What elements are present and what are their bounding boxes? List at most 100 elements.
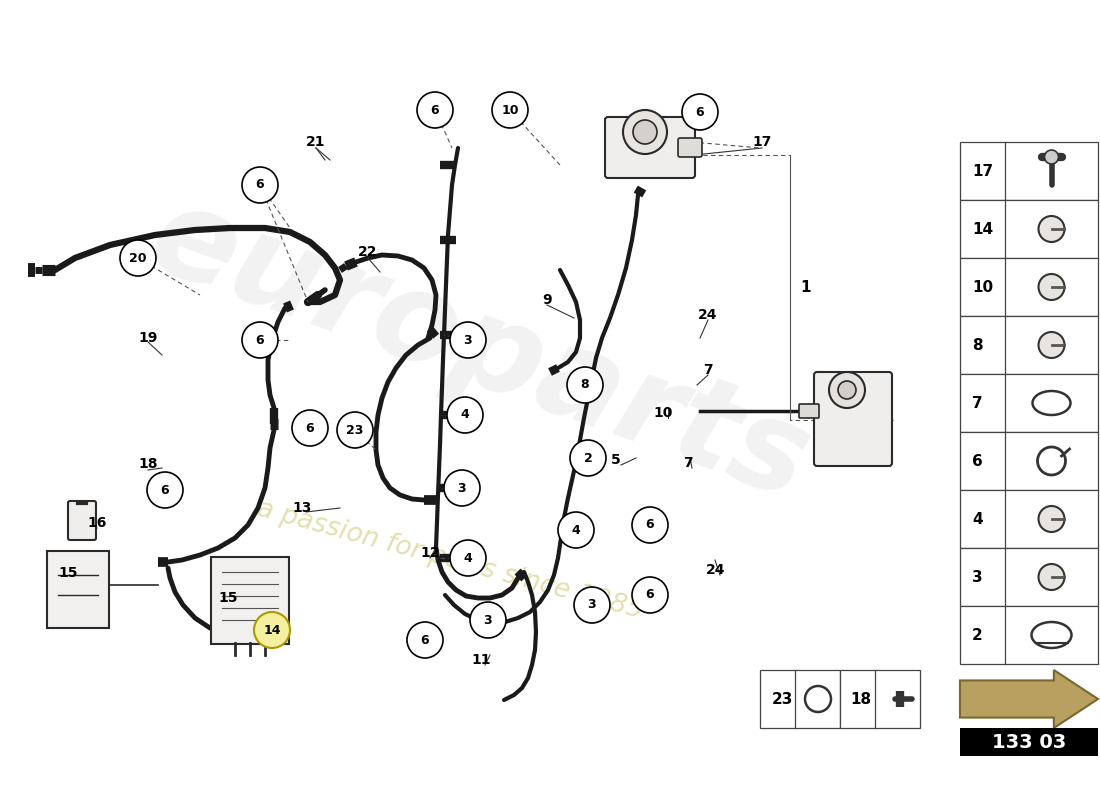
Text: 17: 17 [752, 135, 772, 149]
Text: 9: 9 [542, 293, 552, 307]
Text: 24: 24 [706, 563, 726, 577]
Text: 20: 20 [130, 251, 146, 265]
Text: 6: 6 [695, 106, 704, 118]
Circle shape [838, 381, 856, 399]
Text: 15: 15 [58, 566, 78, 580]
Text: 23: 23 [346, 423, 364, 437]
Circle shape [1038, 332, 1065, 358]
FancyBboxPatch shape [960, 142, 1098, 200]
Text: 4: 4 [463, 551, 472, 565]
Circle shape [623, 110, 667, 154]
Text: 6: 6 [161, 483, 169, 497]
Text: 3: 3 [972, 570, 982, 585]
Text: 10: 10 [972, 279, 993, 294]
Text: 18: 18 [139, 457, 157, 471]
Text: 3: 3 [484, 614, 493, 626]
Circle shape [254, 612, 290, 648]
Text: 22: 22 [359, 245, 377, 259]
Text: 23: 23 [772, 691, 793, 706]
Text: 19: 19 [139, 331, 157, 345]
Text: 3: 3 [587, 598, 596, 611]
FancyBboxPatch shape [960, 606, 1098, 664]
Text: 2: 2 [972, 627, 982, 642]
Circle shape [147, 472, 183, 508]
Circle shape [242, 322, 278, 358]
Circle shape [407, 622, 443, 658]
Circle shape [292, 410, 328, 446]
Circle shape [450, 540, 486, 576]
Text: 5: 5 [612, 453, 620, 467]
FancyBboxPatch shape [960, 200, 1098, 258]
FancyBboxPatch shape [960, 374, 1098, 432]
Circle shape [1038, 564, 1065, 590]
FancyBboxPatch shape [211, 557, 289, 644]
Circle shape [632, 120, 657, 144]
Circle shape [1045, 150, 1058, 164]
Circle shape [470, 602, 506, 638]
Circle shape [444, 470, 480, 506]
FancyBboxPatch shape [605, 117, 695, 178]
Circle shape [558, 512, 594, 548]
Text: a passion for parts since 1985: a passion for parts since 1985 [254, 496, 646, 624]
Text: europarts: europarts [134, 175, 825, 525]
Circle shape [417, 92, 453, 128]
FancyBboxPatch shape [960, 258, 1098, 316]
Text: 6: 6 [431, 103, 439, 117]
Text: 18: 18 [850, 691, 871, 706]
Text: 16: 16 [87, 516, 107, 530]
Circle shape [632, 507, 668, 543]
Circle shape [337, 412, 373, 448]
Text: 8: 8 [581, 378, 590, 391]
Text: 10: 10 [502, 103, 519, 117]
Text: 8: 8 [972, 338, 982, 353]
FancyBboxPatch shape [840, 670, 920, 728]
Text: 1: 1 [800, 280, 811, 295]
Text: 12: 12 [420, 546, 440, 560]
Polygon shape [960, 670, 1098, 728]
Text: 14: 14 [263, 623, 280, 637]
FancyBboxPatch shape [47, 551, 109, 628]
FancyBboxPatch shape [960, 548, 1098, 606]
Text: 7: 7 [683, 456, 693, 470]
Text: 6: 6 [646, 589, 654, 602]
Text: 3: 3 [458, 482, 466, 494]
Text: 21: 21 [306, 135, 326, 149]
Text: 6: 6 [972, 454, 982, 469]
Circle shape [566, 367, 603, 403]
Text: 14: 14 [972, 222, 993, 237]
Text: 2: 2 [584, 451, 593, 465]
FancyBboxPatch shape [814, 372, 892, 466]
Circle shape [1038, 274, 1065, 300]
Text: 4: 4 [572, 523, 581, 537]
Circle shape [242, 167, 278, 203]
Circle shape [682, 94, 718, 130]
Text: 13: 13 [293, 501, 311, 515]
Circle shape [574, 587, 611, 623]
FancyBboxPatch shape [960, 432, 1098, 490]
FancyBboxPatch shape [960, 316, 1098, 374]
Text: 6: 6 [255, 178, 264, 191]
FancyBboxPatch shape [68, 501, 96, 540]
FancyBboxPatch shape [678, 138, 702, 157]
Text: 4: 4 [461, 409, 470, 422]
Text: 15: 15 [218, 591, 238, 605]
Circle shape [570, 440, 606, 476]
Circle shape [120, 240, 156, 276]
Text: 6: 6 [646, 518, 654, 531]
Circle shape [450, 322, 486, 358]
Text: 11: 11 [471, 653, 491, 667]
Circle shape [632, 577, 668, 613]
Text: 7: 7 [703, 363, 713, 377]
Text: 133 03: 133 03 [992, 733, 1066, 751]
Circle shape [1038, 506, 1065, 532]
Circle shape [447, 397, 483, 433]
Text: 7: 7 [972, 395, 982, 410]
Text: 3: 3 [464, 334, 472, 346]
Text: 10: 10 [653, 406, 673, 420]
FancyBboxPatch shape [799, 404, 820, 418]
Text: 4: 4 [972, 511, 982, 526]
FancyBboxPatch shape [960, 728, 1098, 756]
Text: 17: 17 [972, 163, 993, 178]
FancyBboxPatch shape [760, 670, 840, 728]
Text: 24: 24 [698, 308, 717, 322]
